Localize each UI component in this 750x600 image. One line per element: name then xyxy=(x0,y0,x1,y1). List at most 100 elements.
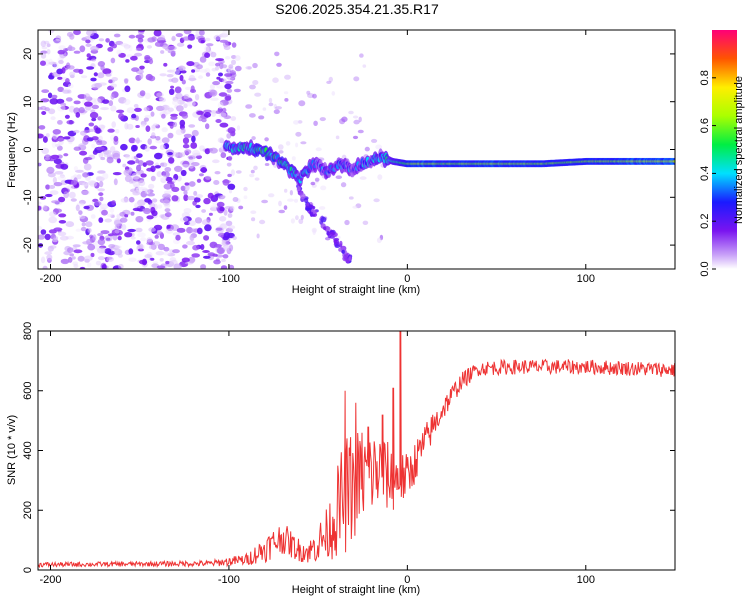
noise-blob xyxy=(161,104,170,111)
noise-blob xyxy=(200,167,207,173)
noise-blob xyxy=(215,65,220,71)
noise-blob xyxy=(91,117,97,122)
noise-blob xyxy=(175,129,183,136)
noise-blob xyxy=(136,164,142,172)
branch-blob xyxy=(297,186,301,192)
noise-blob xyxy=(134,52,143,57)
noise-blob xyxy=(203,197,211,205)
noise-blob xyxy=(63,136,71,140)
snr-y-ticks: 0 200 400 600 800 xyxy=(22,322,675,573)
noise-blob xyxy=(48,61,57,65)
noise-blob xyxy=(106,256,114,262)
noise-blob xyxy=(188,220,197,227)
noise-blob xyxy=(183,208,192,214)
noise-blob xyxy=(293,120,300,125)
noise-blob xyxy=(118,263,124,269)
noise-blob xyxy=(215,58,225,62)
noise-blob xyxy=(159,175,167,182)
noise-blob xyxy=(148,183,155,190)
noise-blob xyxy=(170,224,180,232)
noise-blob xyxy=(75,204,80,212)
noise-blob xyxy=(162,45,168,49)
noise-blob xyxy=(204,148,211,155)
noise-blob xyxy=(53,236,58,241)
noise-blob xyxy=(205,43,214,47)
spectrogram-y-axis-title: Frequency (Hz) xyxy=(6,112,18,188)
noise-blob xyxy=(188,124,196,128)
noise-blob xyxy=(352,115,359,119)
noise-blob xyxy=(291,156,296,161)
noise-blob xyxy=(88,122,95,127)
noise-blob xyxy=(46,43,51,48)
noise-blob xyxy=(102,68,112,75)
noise-blob xyxy=(210,97,219,101)
noise-blob xyxy=(179,119,186,127)
noise-blob xyxy=(126,54,133,58)
noise-blob xyxy=(152,241,161,247)
noise-blob xyxy=(200,244,205,250)
noise-blob xyxy=(222,179,230,186)
noise-blob xyxy=(135,137,140,144)
noise-blob xyxy=(209,147,218,154)
noise-blob xyxy=(331,91,336,96)
noise-blob xyxy=(148,227,156,232)
noise-blob xyxy=(144,145,150,152)
noise-blob xyxy=(68,191,76,199)
noise-blob xyxy=(91,104,100,110)
noise-blob xyxy=(172,121,178,128)
noise-blob xyxy=(89,181,98,187)
noise-blob xyxy=(196,178,202,183)
noise-blob xyxy=(97,116,102,121)
noise-blob xyxy=(190,85,195,93)
noise-blob xyxy=(157,243,165,251)
noise-blob xyxy=(90,252,95,258)
noise-blob xyxy=(153,224,163,231)
noise-blob xyxy=(149,145,158,150)
noise-blob xyxy=(75,228,82,232)
noise-blob xyxy=(89,111,99,119)
noise-blob xyxy=(38,162,42,167)
noise-blob xyxy=(152,123,159,127)
noise-blob xyxy=(111,121,116,128)
noise-blob xyxy=(38,106,43,110)
noise-blob xyxy=(170,115,178,120)
noise-blob xyxy=(139,65,145,70)
noise-blob xyxy=(131,172,141,180)
noise-blob xyxy=(167,132,174,139)
noise-blob xyxy=(226,88,233,93)
noise-blob xyxy=(150,175,156,182)
noise-blob xyxy=(120,197,130,203)
noise-blob xyxy=(60,258,70,263)
x-tick-label: 0 xyxy=(404,574,410,586)
noise-blob xyxy=(112,172,122,176)
noise-blob xyxy=(171,68,180,76)
y-tick-label: 200 xyxy=(22,501,34,519)
noise-blob xyxy=(83,129,91,134)
noise-blob xyxy=(134,107,142,112)
noise-blob xyxy=(284,74,291,80)
noise-blob xyxy=(276,62,282,67)
noise-blob xyxy=(199,56,207,63)
noise-blob xyxy=(90,77,97,82)
noise-blob xyxy=(230,131,236,137)
noise-blob xyxy=(53,38,62,45)
noise-blob xyxy=(138,160,144,166)
noise-blob xyxy=(188,164,194,169)
noise-blob xyxy=(192,101,198,107)
noise-blob xyxy=(222,107,227,113)
noise-blob xyxy=(119,217,128,223)
noise-blob xyxy=(106,156,114,164)
noise-blob xyxy=(284,98,289,102)
noise-blob xyxy=(163,62,168,67)
noise-blob xyxy=(111,43,118,49)
noise-blob xyxy=(216,201,225,208)
noise-blob xyxy=(182,244,188,249)
noise-blob xyxy=(124,122,129,130)
noise-blob xyxy=(122,163,127,168)
noise-blob xyxy=(353,76,360,82)
noise-blob xyxy=(312,229,316,236)
noise-blob xyxy=(51,238,59,243)
noise-blob xyxy=(159,73,167,77)
noise-blob xyxy=(247,66,252,70)
noise-blob xyxy=(110,93,115,100)
